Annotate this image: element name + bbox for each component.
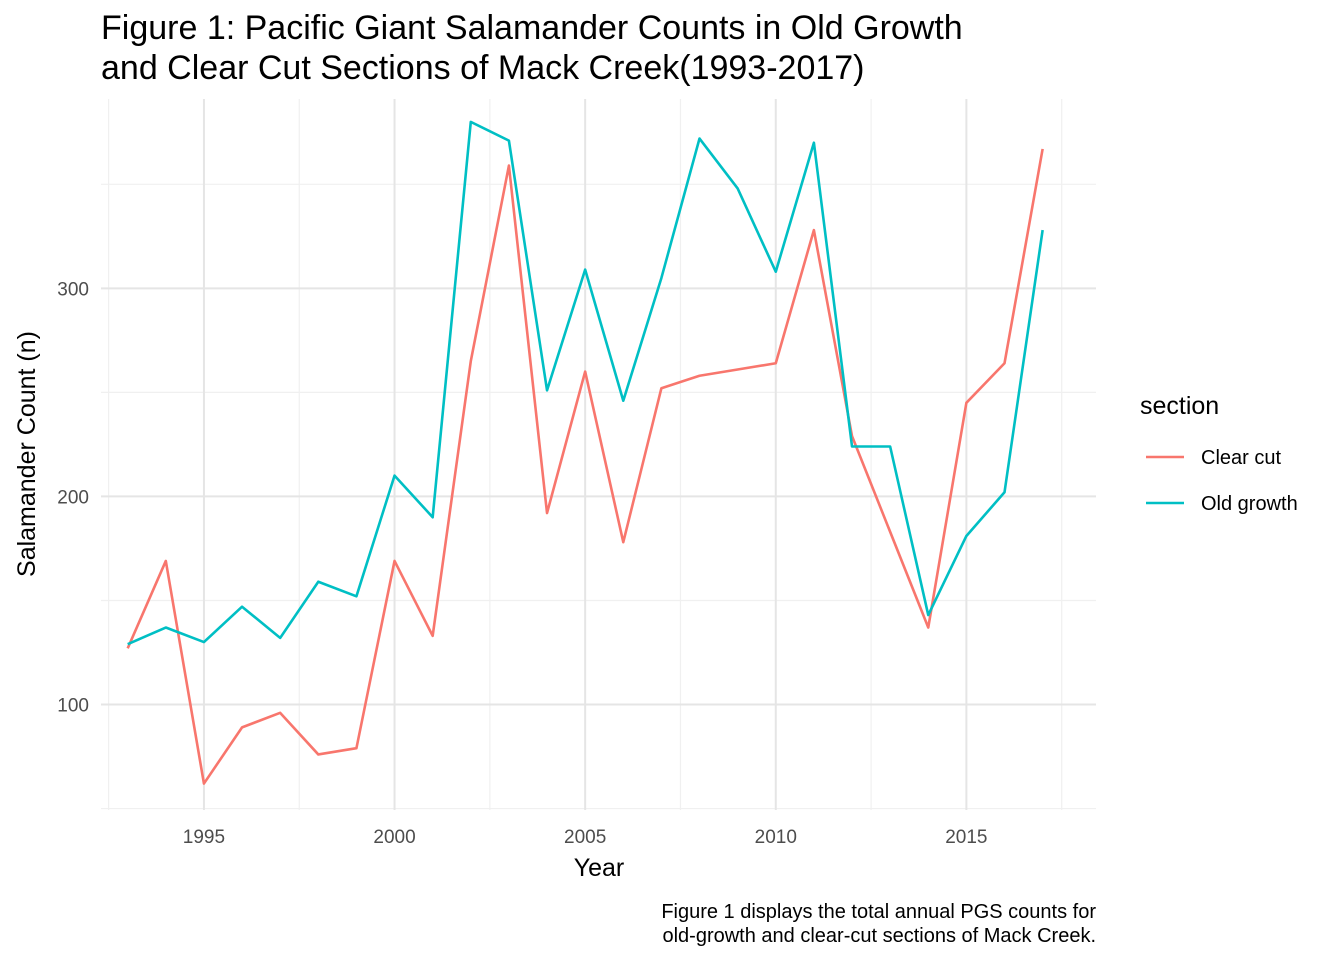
chart-title: Figure 1: Pacific Giant Salamander Count… [101, 9, 963, 87]
x-tick-label-2010: 2010 [755, 827, 797, 848]
caption-line-1: Figure 1 displays the total annual PGS c… [661, 901, 1096, 923]
x-axis-title: Year [574, 854, 625, 882]
series-lines [126, 120, 1044, 785]
plot-panel [101, 99, 1096, 810]
x-axis-ticks: 1995 2000 2005 2010 2015 [183, 827, 988, 848]
x-tick-label-2000: 2000 [373, 827, 415, 848]
x-tick-label-2015: 2015 [945, 827, 987, 848]
y-axis-title: Salamander Count (n) [13, 331, 41, 577]
legend-label-old-growth: Old growth [1201, 493, 1298, 515]
y-tick-label-200: 200 [57, 487, 89, 508]
series-line-old-growth [127, 120, 1044, 646]
legend: section Clear cut Old growth [1140, 392, 1298, 515]
legend-title: section [1140, 392, 1219, 420]
y-tick-label-300: 300 [57, 279, 89, 300]
caption-line-2: old-growth and clear-cut sections of Mac… [662, 925, 1096, 947]
y-tick-label-100: 100 [57, 696, 89, 717]
grid-lines [101, 99, 1096, 810]
legend-label-clear-cut: Clear cut [1201, 447, 1281, 469]
x-tick-label-1995: 1995 [183, 827, 225, 848]
caption: Figure 1 displays the total annual PGS c… [661, 901, 1096, 947]
chart-title-line-1: Figure 1: Pacific Giant Salamander Count… [101, 9, 963, 47]
x-tick-label-2005: 2005 [564, 827, 606, 848]
series-line-clear-cut [126, 148, 1044, 785]
legend-items: Clear cut Old growth [1146, 447, 1298, 515]
y-axis-ticks: 100 200 300 [57, 279, 89, 716]
chart-title-line-2: and Clear Cut Sections of Mack Creek(199… [101, 49, 865, 87]
